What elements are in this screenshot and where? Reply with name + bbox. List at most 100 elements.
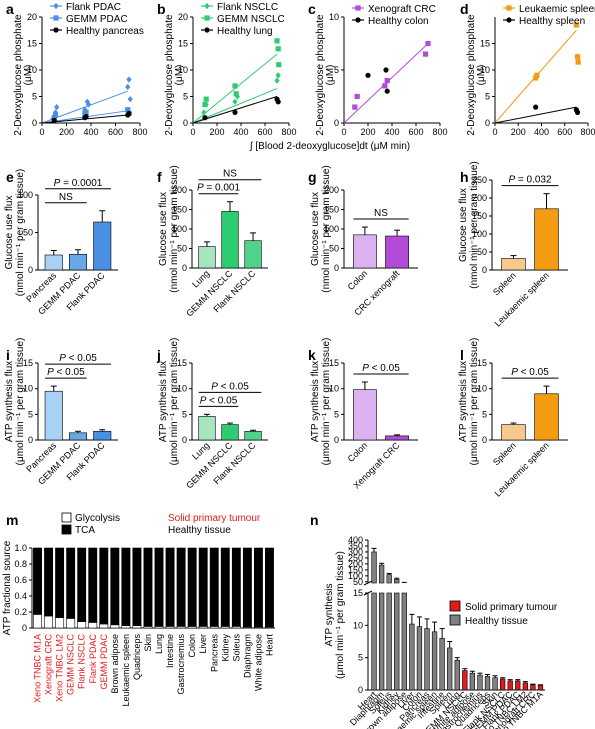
bar (416, 626, 423, 691)
y-tick-label: 250 (472, 175, 487, 185)
bar (93, 221, 112, 271)
y-tick-label: 0 (22, 623, 27, 633)
y-axis-label: ATP synthesis flux (4, 361, 15, 442)
bar-segment (220, 547, 230, 627)
x-tick-label: 600 (257, 127, 272, 137)
data-point (365, 72, 371, 78)
x-tick-label: 600 (557, 127, 572, 137)
y-axis-label: 2-Deoxyglucose phosphate (315, 14, 326, 136)
y-tick-label: 10 (353, 620, 363, 630)
bar (93, 430, 112, 441)
panel-letter: g (308, 169, 317, 185)
y-tick-label: 0 (334, 435, 339, 445)
y-tick-label: 10 (178, 65, 188, 75)
data-point (274, 38, 280, 44)
y-axis-unit: (μmol min⁻¹ per gram tissue) (321, 338, 332, 466)
y-tick-label: 200 (472, 193, 487, 203)
y-tick-label: 150 (172, 205, 187, 215)
data-point (506, 5, 512, 11)
bar (386, 574, 392, 584)
y-tick-label: 15 (477, 358, 487, 368)
data-point (203, 96, 209, 102)
x-tick-label: 800 (432, 127, 447, 137)
panel-letter: h (460, 169, 469, 185)
data-point (53, 2, 59, 10)
data-point (275, 72, 281, 79)
category-label: Intestine (165, 634, 175, 668)
panel-letter: j (156, 347, 161, 363)
data-point (204, 15, 210, 21)
data-point (53, 27, 59, 33)
legend-label: Flank PDAC (66, 2, 121, 13)
y-tick-label: 50 (23, 228, 33, 238)
bar (386, 592, 392, 691)
data-point (384, 88, 390, 94)
y-tick-label: 0 (358, 685, 363, 695)
x-tick-label: 400 (233, 127, 248, 137)
y-tick-label: 100 (324, 224, 339, 234)
y-tick-label: 400 (348, 535, 363, 545)
y-tick-label: 5 (358, 653, 363, 663)
data-point (125, 83, 131, 91)
data-point (51, 115, 57, 121)
category-label: White adipose (253, 634, 263, 691)
bar (492, 677, 498, 691)
bar (371, 592, 377, 691)
panel-letter: f (157, 169, 162, 185)
y-axis-unit: (nmol min⁻¹ per gram tissue) (169, 165, 180, 293)
data-point (51, 117, 57, 123)
bar-segment (88, 547, 98, 623)
panel-letter: d (460, 1, 469, 17)
y-tick-label: 300 (348, 547, 363, 557)
data-point (506, 17, 512, 23)
bar (68, 253, 88, 271)
y-tick-label: 200 (324, 185, 339, 195)
category-label: Diaphragm (242, 634, 252, 678)
category-label: Soleus (231, 634, 241, 662)
y-tick-label: 0.2 (14, 607, 27, 617)
x-tick-label: 800 (281, 127, 296, 137)
y-tick-label: 0 (334, 263, 339, 273)
x-tick-label: 200 (59, 127, 74, 137)
y-tick-label: 10 (477, 384, 487, 394)
category-label: Xeno TNBC M1A (33, 634, 43, 703)
bar (353, 234, 377, 269)
bar-segment (143, 547, 153, 627)
y-axis-label: Glucose use flux (458, 188, 469, 262)
panel-letter: n (310, 512, 319, 528)
significance-label: P = 0.0001 (54, 178, 103, 189)
data-point (204, 2, 210, 10)
y-axis-label: Glucose use flux (4, 196, 15, 270)
category-label: Brown adipose (110, 634, 120, 694)
legend-label: Flank NSCLC (217, 2, 278, 13)
y-tick-label: 0 (485, 118, 490, 128)
y-tick-label: 20 (27, 12, 37, 22)
bar (515, 680, 521, 691)
category-label: Colon (346, 268, 370, 292)
bar (44, 390, 63, 441)
panel-i: i 0 5 10 15 ATP synthesis flux (μmol min⁻¹ per… (4, 338, 118, 487)
bar (378, 564, 385, 584)
bar (68, 432, 88, 441)
legend-label: Healthy tissue (168, 525, 231, 536)
x-tick-label: 0 (190, 127, 195, 137)
bar (198, 416, 216, 441)
y-tick-label: 0 (482, 265, 487, 275)
data-point (275, 99, 281, 105)
panel-letter: i (6, 347, 10, 363)
y-axis-label: 2-Deoxyglucose phosphate (164, 14, 175, 136)
y-tick-label: 1.0 (14, 543, 27, 553)
data-point (382, 83, 388, 89)
y-axis-label: ATP synthesis flux (310, 361, 321, 442)
y-axis-label: ATP fractional source (2, 540, 13, 635)
significance-label: P < 0.05 (47, 367, 85, 378)
category-label: Liver (198, 634, 208, 654)
bar-segment (231, 547, 241, 627)
y-axis-label: Glucose use flux (310, 192, 321, 266)
bar (244, 240, 262, 269)
